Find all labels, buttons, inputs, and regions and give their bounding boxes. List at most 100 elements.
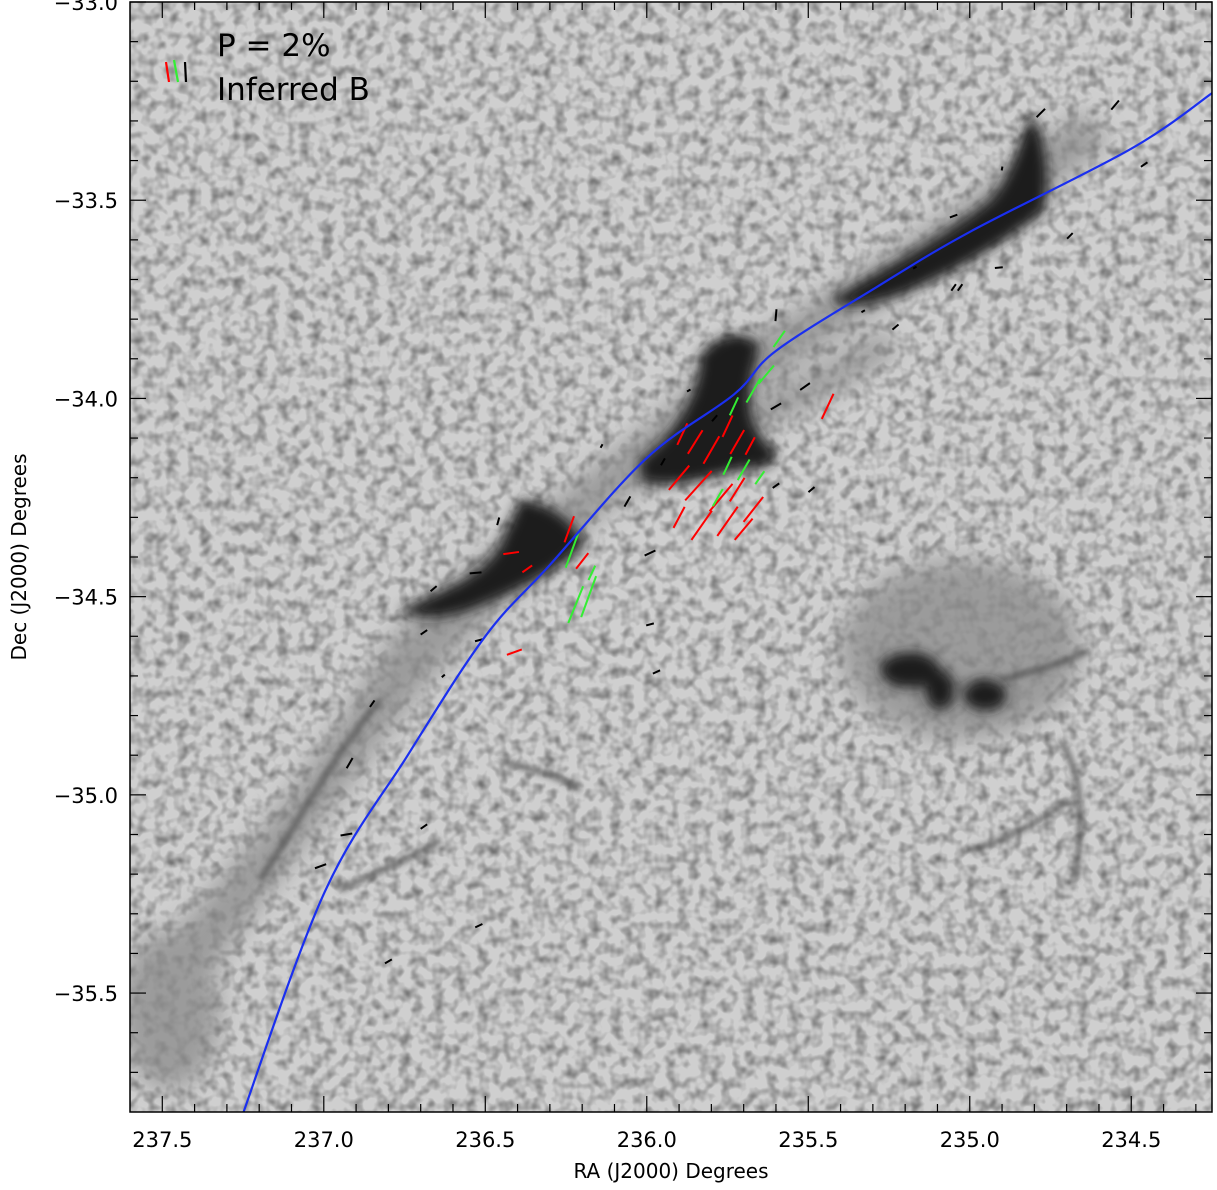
- polarization-vector-red: [729, 477, 746, 502]
- y-tick-label: −34.0: [54, 387, 118, 411]
- polarization-vector-red: [684, 470, 713, 502]
- x-tick-label: 237.0: [294, 1128, 354, 1152]
- x-tick-label: 234.5: [1101, 1128, 1161, 1152]
- polarization-vector-red: [668, 464, 691, 491]
- polarization-vector-black: [660, 457, 666, 466]
- polarization-vectors: [314, 99, 1148, 965]
- polarization-vector-green: [722, 456, 733, 476]
- polarization-vector-black: [772, 482, 780, 489]
- x-tick-label: 236.0: [617, 1128, 677, 1152]
- polarization-vector-black: [314, 863, 327, 870]
- polarization-vector-red: [672, 506, 686, 529]
- y-tick-label: −35.0: [54, 784, 118, 808]
- polarization-vector-black: [474, 923, 483, 929]
- polarization-vector-black: [1000, 166, 1004, 171]
- axis-ticks: [130, 1, 1212, 1112]
- polarization-vector-black: [949, 213, 958, 219]
- polarization-vector-red: [563, 515, 575, 543]
- polarization-vector-red: [521, 564, 533, 574]
- y-tick-label: −33.5: [54, 189, 118, 213]
- polarization-vector-red: [690, 510, 713, 541]
- legend-black-sample: [183, 61, 188, 83]
- polarization-vector-green: [728, 396, 740, 416]
- y-tick-labels: −33.0 −33.5 −34.0 −34.5 −35.0 −35.5: [54, 0, 118, 1006]
- polarization-vector-black: [441, 673, 446, 678]
- polarization-vector-black: [770, 402, 782, 411]
- x-tick-label: 235.0: [940, 1128, 1000, 1152]
- polarization-vector-red: [721, 414, 734, 438]
- polarization-vector-black: [623, 495, 632, 508]
- legend-red-sample: [164, 61, 171, 83]
- polarization-vector-green: [564, 530, 581, 569]
- polarization-vector-black: [645, 622, 655, 627]
- polarization-vector-black: [956, 283, 964, 292]
- legend-vector-label: Inferred B: [217, 72, 370, 108]
- polarization-vector-black: [1110, 99, 1120, 111]
- polarization-vector-black: [369, 699, 376, 708]
- polarization-vector-black: [807, 486, 816, 493]
- polarization-vector-black: [420, 823, 428, 830]
- polarization-vector-red: [506, 648, 523, 656]
- polarization-vector-green: [754, 470, 766, 485]
- polarization-vector-green: [580, 575, 598, 618]
- polarization-vector-black: [345, 757, 354, 769]
- dust-emission-background: [130, 2, 1212, 1112]
- legend-scale-label: P = 2%: [217, 28, 331, 64]
- polarization-vector-red: [744, 436, 756, 456]
- y-tick-label: −33.0: [54, 0, 118, 15]
- polarization-vector-green: [736, 458, 751, 481]
- polarization-vector-black: [384, 958, 393, 965]
- legend-green-sample: [172, 59, 180, 83]
- legend: P = 2% Inferred B: [164, 28, 370, 108]
- polarization-vector-red: [708, 483, 734, 512]
- polarization-vector-red: [733, 517, 754, 541]
- polarization-vector-black: [652, 669, 661, 675]
- polarization-vector-black: [1035, 108, 1046, 118]
- polarization-vector-black: [644, 549, 656, 557]
- polarization-vector-black: [429, 585, 438, 593]
- polarization-vector-black: [891, 323, 900, 331]
- polarization-vector-black: [860, 309, 866, 314]
- y-axis-label: Dec (J2000) Degrees: [7, 453, 31, 660]
- polarization-vector-black: [469, 571, 482, 575]
- polarization-vector-red: [503, 550, 520, 556]
- polarization-vector-green: [772, 330, 786, 348]
- filament-wisps: [257, 647, 1092, 893]
- polarization-vector-red: [716, 506, 739, 537]
- polarization-vector-black: [994, 266, 1003, 269]
- polarization-vector-black: [599, 443, 604, 449]
- polarization-vector-green: [757, 364, 775, 385]
- polarization-vector-red: [742, 496, 764, 523]
- x-axis-label: RA (J2000) Degrees: [573, 1159, 768, 1183]
- polarization-vector-green: [587, 565, 597, 581]
- x-tick-label: 236.5: [455, 1128, 515, 1152]
- y-tick-label: −35.5: [54, 982, 118, 1006]
- polarization-vector-green: [745, 377, 762, 404]
- polarization-vector-black: [1066, 232, 1074, 240]
- polarization-vector-black: [340, 832, 353, 837]
- polarization-vector-black: [950, 283, 957, 292]
- polarization-vector-black: [711, 414, 718, 422]
- polarization-vector-black: [1140, 161, 1148, 168]
- polarization-vector-red: [729, 429, 746, 455]
- x-tick-label: 235.5: [778, 1128, 838, 1152]
- polarization-vector-black: [774, 309, 778, 322]
- polarization-vector-red: [687, 429, 704, 455]
- polarization-vector-red: [575, 552, 590, 570]
- filament-fit-curve: [242, 92, 1212, 1112]
- x-tick-label: 237.5: [132, 1128, 192, 1152]
- polarization-vector-green: [712, 488, 724, 507]
- polarization-vector-black: [474, 638, 483, 643]
- polarization-vector-red: [820, 393, 835, 420]
- polarization-vector-black: [496, 517, 501, 526]
- polarization-vector-black: [686, 388, 691, 393]
- polarization-vector-black: [420, 629, 428, 636]
- polarization-vector-red: [702, 435, 721, 465]
- y-tick-label: −34.5: [54, 586, 118, 610]
- polarization-vector-green: [567, 585, 585, 624]
- filament-dense: [400, 115, 1047, 711]
- polarization-vector-black: [799, 382, 811, 391]
- polarization-vector-black: [912, 265, 918, 270]
- x-tick-labels: 237.5 237.0 236.5 236.0 235.5 235.0 234.5: [132, 1128, 1161, 1152]
